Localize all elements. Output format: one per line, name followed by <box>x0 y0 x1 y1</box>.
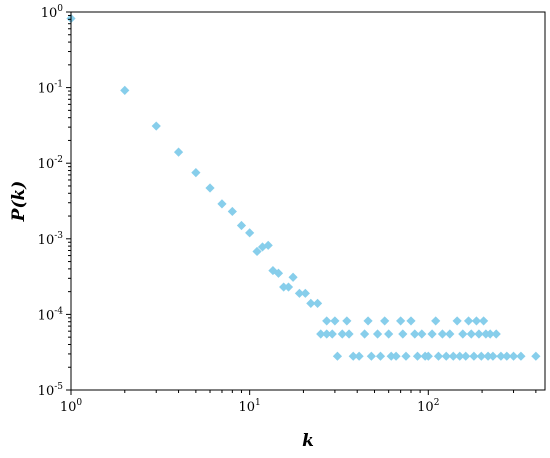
x-tick-label: 102 <box>417 398 439 415</box>
data-point <box>191 168 201 178</box>
x-tick-label: 101 <box>239 398 261 415</box>
data-point <box>427 329 437 339</box>
data-point <box>508 351 519 361</box>
y-tick-label: 100 <box>41 4 64 21</box>
data-point <box>375 351 386 361</box>
data-point <box>437 329 448 339</box>
data-point <box>288 272 298 282</box>
data-point <box>469 351 479 361</box>
data-point <box>502 351 512 361</box>
data-point <box>488 351 498 361</box>
plot-frame <box>70 11 546 391</box>
data-point <box>252 246 262 257</box>
data-point <box>441 351 451 361</box>
data-point <box>463 316 474 326</box>
data-point <box>312 298 323 308</box>
y-axis-label: P(k) <box>9 181 29 223</box>
data-point <box>205 183 215 193</box>
data-point <box>327 329 337 339</box>
data-point <box>391 351 401 361</box>
data-point <box>245 228 255 238</box>
data-point <box>455 351 465 361</box>
data-point <box>496 351 506 361</box>
data-point <box>384 329 394 339</box>
data-point <box>342 316 352 326</box>
data-point <box>151 121 161 131</box>
data-point <box>485 329 495 339</box>
data-point <box>372 329 383 339</box>
x-axis-label: k <box>302 431 314 451</box>
data-point <box>476 351 486 361</box>
data-point <box>332 351 343 361</box>
data-point <box>120 85 130 95</box>
y-tick-label: 10-3 <box>38 231 64 248</box>
data-point <box>294 288 305 298</box>
data-point <box>471 316 482 326</box>
data-point <box>173 147 184 157</box>
data-point <box>491 329 501 339</box>
data-point <box>531 351 541 361</box>
data-point <box>410 329 420 339</box>
data-point <box>322 316 332 326</box>
y-tick-label: 10-1 <box>38 80 63 97</box>
data-point <box>386 351 396 361</box>
data-point <box>348 351 358 361</box>
x-tick-label: 100 <box>60 398 83 415</box>
data-point <box>479 316 489 326</box>
data-point <box>401 351 411 361</box>
y-tick-label: 10-2 <box>38 155 63 172</box>
data-point <box>273 268 284 278</box>
y-axis: 10-5 10-4 10-3 10-2 10-1 100 <box>38 4 71 399</box>
data-point <box>217 199 227 209</box>
data-point <box>306 298 316 308</box>
data-point <box>433 351 444 361</box>
data-point <box>445 329 455 339</box>
data-point <box>458 329 468 339</box>
data-points <box>66 13 541 361</box>
data-point <box>452 316 462 326</box>
data-point <box>283 282 294 292</box>
data-point <box>516 351 526 361</box>
y-tick-label: 10-5 <box>38 382 64 399</box>
data-point <box>337 329 347 339</box>
data-point <box>380 316 390 326</box>
data-point <box>474 329 484 339</box>
data-point <box>322 329 332 339</box>
data-point <box>300 288 310 298</box>
data-point <box>398 329 408 339</box>
data-point <box>330 316 340 326</box>
data-point <box>406 316 416 326</box>
data-point <box>461 351 471 361</box>
data-point <box>363 316 373 326</box>
data-point <box>354 351 364 361</box>
data-point <box>360 329 370 339</box>
data-point <box>448 351 458 361</box>
data-point <box>417 329 427 339</box>
data-point <box>366 351 376 361</box>
data-point <box>412 351 423 361</box>
data-point <box>431 316 441 326</box>
y-tick-label: 10-4 <box>38 306 64 323</box>
x-axis: 100 101 102 <box>60 390 537 415</box>
data-point <box>263 240 273 250</box>
data-point <box>279 282 289 292</box>
data-point <box>236 220 247 231</box>
data-point <box>396 316 406 326</box>
data-point <box>316 329 326 339</box>
data-point <box>344 329 354 339</box>
data-point <box>423 351 433 361</box>
data-point <box>483 351 493 361</box>
data-point <box>466 329 476 339</box>
data-point <box>227 206 237 217</box>
